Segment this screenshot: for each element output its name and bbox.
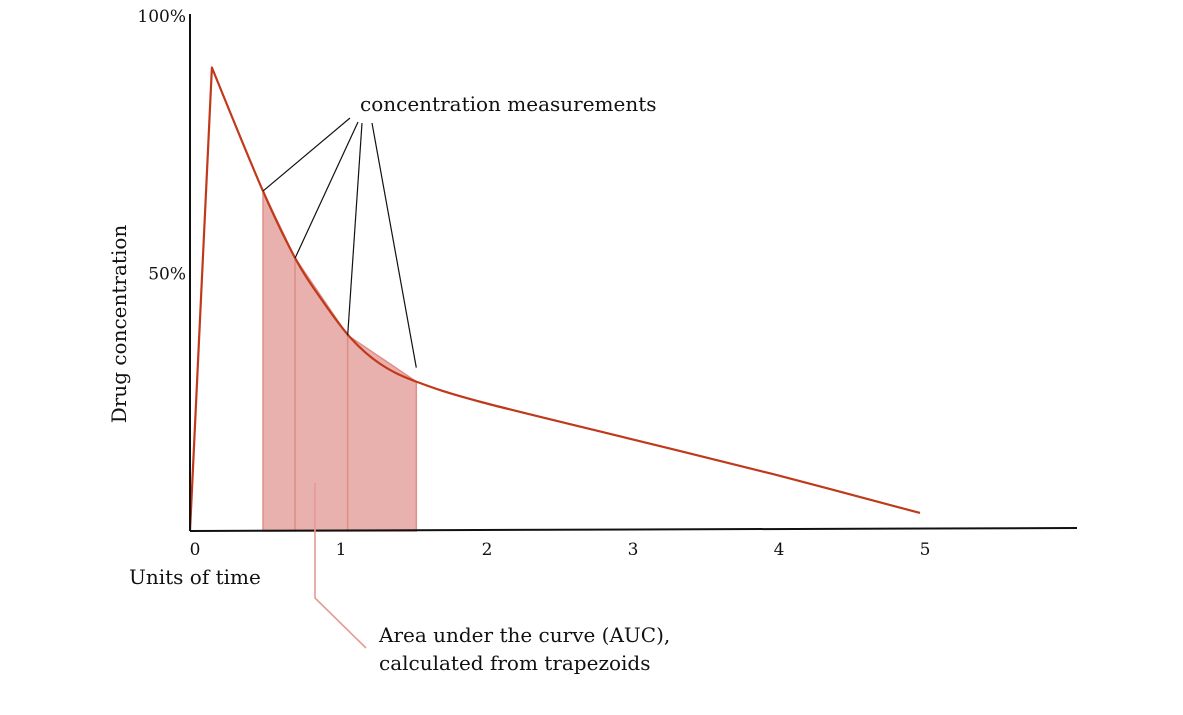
tick-labels: 0 1 2 3 4 5 50% 100%	[137, 7, 930, 560]
y-axis-label: Drug concentration	[107, 225, 131, 424]
x-tick-label: 2	[482, 540, 493, 560]
annotation-leaders	[262, 117, 417, 649]
concentration-curve	[188, 66, 921, 532]
measurement-leader-line	[262, 117, 351, 192]
y-tick-label: 50%	[148, 265, 186, 285]
measurement-leader-line	[371, 122, 417, 368]
x-axis-line	[189, 527, 1078, 532]
auc-annotation-line1: Area under the curve (AUC),	[378, 623, 670, 647]
auc-annotation-line2: calculated from trapezoids	[379, 651, 650, 675]
measurement-leader-line	[294, 121, 359, 259]
auc-leader-line	[314, 483, 367, 649]
measurement-leader-line	[347, 122, 363, 336]
axes	[189, 14, 1078, 532]
x-tick-label: 5	[920, 540, 931, 560]
y-tick-label: 100%	[137, 7, 186, 27]
x-tick-label: 0	[190, 540, 201, 560]
x-tick-label: 4	[774, 540, 785, 560]
measurements-annotation: concentration measurements	[360, 92, 657, 116]
x-tick-label: 3	[628, 540, 639, 560]
concentration-series-line	[188, 66, 921, 532]
x-axis-label: Units of time	[129, 565, 261, 589]
auc-trapezoid	[262, 190, 296, 532]
x-tick-label: 1	[336, 540, 347, 560]
